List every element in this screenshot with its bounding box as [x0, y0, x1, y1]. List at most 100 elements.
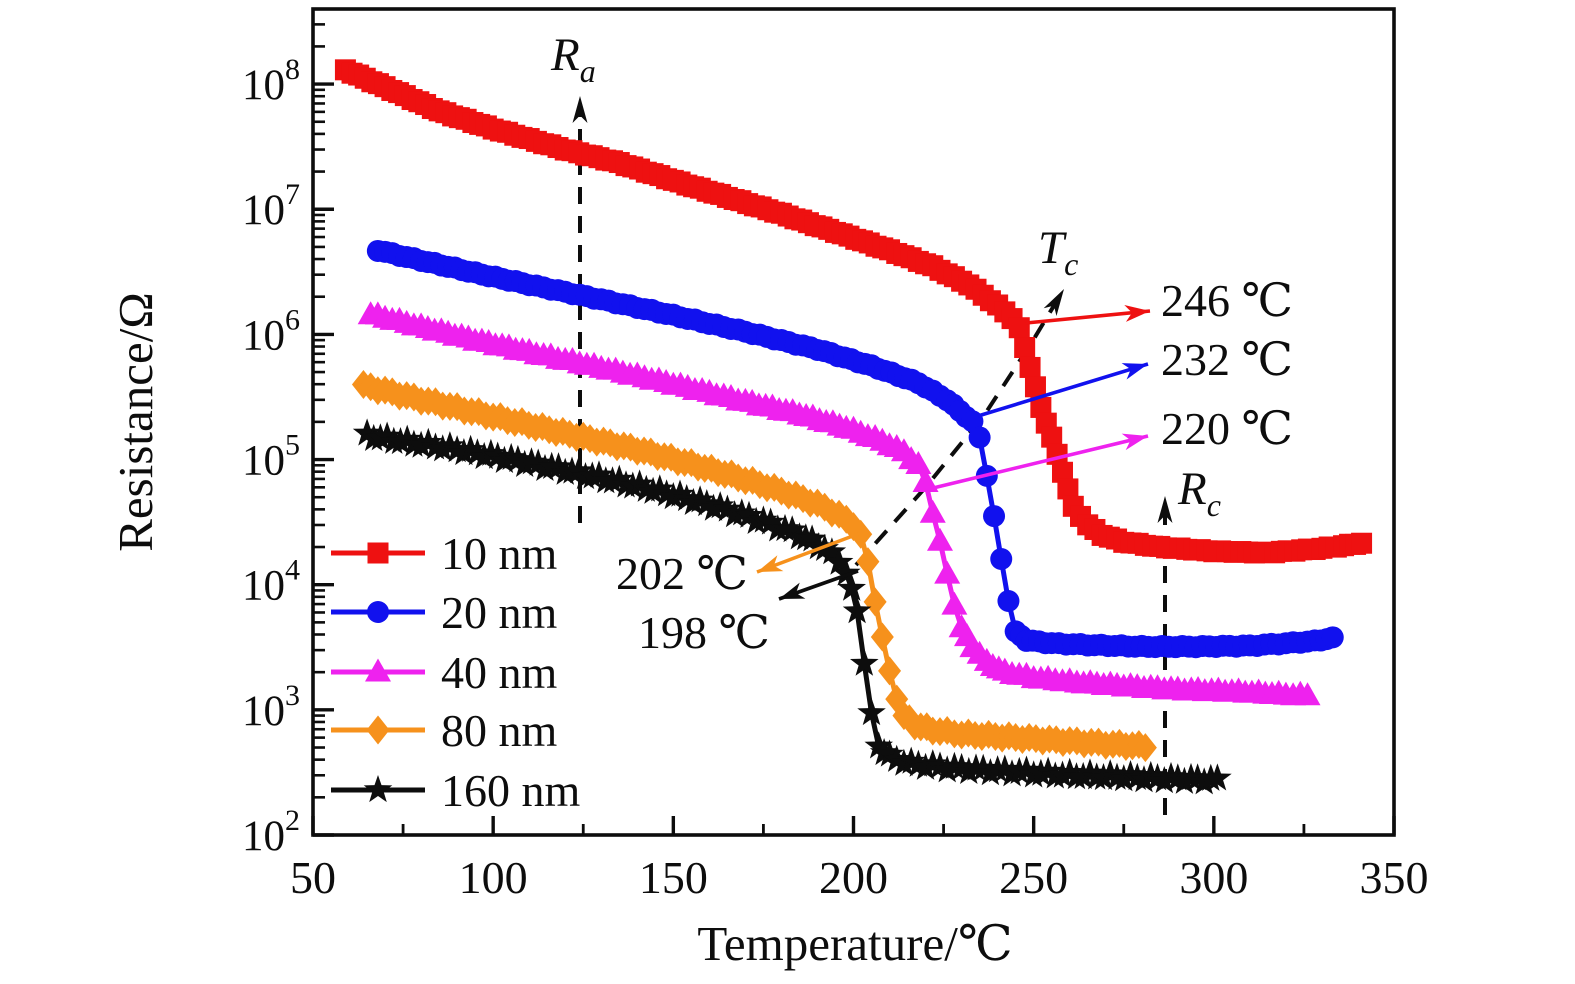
marker-diamond [849, 519, 873, 549]
marker-star [797, 524, 827, 552]
legend-label: 40 nm [441, 647, 558, 698]
y-axis-title: Resistance/Ω [108, 292, 163, 552]
marker-star [363, 775, 393, 803]
marker-star [503, 444, 533, 472]
label-Tc-sub: c [1064, 246, 1078, 282]
y-tick-exponent: 7 [285, 178, 300, 211]
marker-star [392, 424, 422, 452]
arrow-246 [1025, 309, 1151, 325]
marker-star [824, 547, 854, 575]
legend-item-40-nm: 40 nm [331, 647, 558, 698]
marker-circle [367, 601, 389, 623]
x-tick-label: 350 [1360, 852, 1429, 903]
marker-star [406, 430, 436, 458]
marker-star [523, 448, 553, 476]
marker-star [414, 427, 443, 455]
y-tick-label: 108 [242, 53, 300, 109]
marker-star [932, 755, 962, 783]
marker-star [483, 441, 512, 469]
series-40-nm [357, 301, 1321, 706]
marker-star [625, 469, 654, 497]
arrowhead [1121, 433, 1148, 451]
marker-star [1048, 760, 1077, 788]
marker-star [685, 485, 715, 513]
legend-item-20-nm: 20 nm [331, 587, 558, 638]
marker-star [756, 507, 785, 535]
marker-star [837, 573, 866, 601]
marker-star [875, 739, 904, 767]
marker-star [990, 754, 1020, 782]
y-tick-base: 10 [242, 312, 285, 359]
marker-star [456, 434, 485, 462]
marker-star [842, 596, 872, 624]
series-160-nm [352, 418, 1232, 795]
marker-star [911, 752, 940, 780]
marker-star [672, 484, 701, 512]
marker-star [954, 756, 984, 784]
marker-square [1014, 337, 1036, 359]
legend-label: 160 nm [441, 765, 581, 816]
label-Rc: Rc [1177, 463, 1221, 523]
dashed-annotation-arrows [572, 96, 1173, 815]
legend-item-80-nm: 80 nm [331, 705, 558, 756]
marker-star [1055, 757, 1084, 785]
y-tick-label: 105 [242, 429, 300, 485]
marker-square [1057, 478, 1079, 500]
x-tick-label: 50 [290, 852, 336, 903]
marker-circle [1321, 626, 1344, 649]
marker-square [1046, 443, 1068, 465]
transition-label-202: 202 ℃ [616, 548, 748, 599]
marker-triangle [912, 469, 939, 493]
marker-star [1033, 756, 1063, 784]
y-tick-base: 10 [242, 187, 285, 234]
marker-star [778, 515, 807, 543]
x-tick-label: 200 [819, 852, 888, 903]
y-tick-exponent: 6 [285, 303, 300, 336]
y-tick-exponent: 2 [285, 804, 300, 837]
marker-star [925, 751, 955, 779]
y-tick-exponent: 5 [285, 429, 300, 462]
marker-diamond [856, 547, 880, 577]
marker-star [882, 744, 911, 772]
legend-label: 10 nm [441, 528, 558, 579]
arrowhead [1157, 496, 1173, 523]
marker-diamond [813, 492, 837, 522]
arrow-220 [928, 434, 1149, 491]
y-tick-exponent: 3 [285, 679, 300, 712]
x-tick-label: 150 [639, 852, 708, 903]
marker-star [692, 489, 722, 517]
label-Ra-sub: a [580, 53, 596, 89]
marker-star [584, 460, 614, 488]
marker-square [1351, 532, 1373, 554]
legend-label: 80 nm [441, 705, 558, 756]
marker-diamond [878, 656, 902, 686]
marker-star [1026, 758, 1056, 786]
marker-star [1163, 763, 1193, 791]
marker-star [449, 438, 479, 466]
series-80-nm [351, 369, 1157, 763]
marker-diamond [863, 587, 887, 617]
transition-label-220: 220 ℃ [1161, 403, 1293, 454]
x-tick-label: 300 [1179, 852, 1248, 903]
marker-triangle [365, 658, 391, 682]
marker-star [832, 558, 861, 586]
marker-square [1051, 461, 1073, 483]
x-axis-title: Temperature/℃ [697, 916, 1012, 971]
y-tick-label: 102 [242, 804, 300, 860]
marker-star [857, 698, 886, 726]
transition-label-198: 198 ℃ [638, 607, 770, 658]
marker-triangle [1294, 682, 1321, 706]
arrowhead [572, 96, 588, 123]
label-Rc-main: R [1177, 463, 1207, 515]
axis-ticks: 50 100 150 200 250 300 35010210310410510610710… [242, 23, 1429, 903]
legend: 10 nm 20 nm 40 nm 80 nm 160 nm [331, 528, 581, 816]
marker-star [679, 487, 708, 515]
marker-star [469, 441, 499, 470]
marker-star [1129, 765, 1159, 793]
marker-square [1008, 317, 1030, 339]
marker-star [713, 494, 742, 522]
series-10-nm [334, 59, 1373, 564]
marker-star [817, 537, 847, 565]
arrowhead [1124, 304, 1150, 322]
